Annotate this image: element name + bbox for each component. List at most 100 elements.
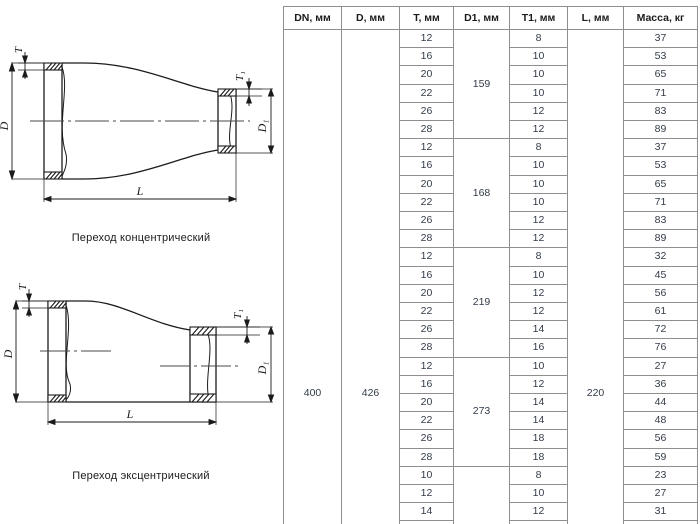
cell-mass: 56 (623, 429, 698, 449)
specification-table-wrapper: DN, мм D, мм T, мм D1, мм T1, мм L, мм М… (283, 6, 698, 524)
concentric-reducer-caption: Переход концентрический (71, 232, 211, 244)
table-row: 12 273 10 27 (284, 356, 698, 467)
table-row: 12 10 27 (284, 484, 698, 504)
dim-label-D: D (0, 121, 11, 131)
table-row: 16 10 53 (284, 47, 698, 67)
cell-t: 16 (399, 156, 454, 176)
table-row: 16 10 53 (284, 156, 698, 176)
cell-mass: 48 (623, 411, 698, 431)
concentric-reducer-drawing: D T T₁ D₁ L (0, 34, 282, 254)
cell-t1: 12 (509, 229, 568, 249)
cell-mass: 37 (623, 138, 698, 158)
cell-t: 26 (399, 101, 454, 122)
cell-t1: 8 (509, 138, 568, 158)
dim-label-D1: D₁ (255, 362, 269, 376)
cell-t1: 12 (509, 283, 568, 304)
table-row: 20 10 65 (284, 174, 698, 194)
dim-label-T: T (17, 283, 29, 290)
table-row: 26 14 72 (284, 320, 698, 340)
eccentric-reducer-svg: D T T₁ D₁ L (1, 283, 275, 426)
cell-t1: 8 (509, 28, 568, 49)
table-row: 26 12 83 (284, 101, 698, 122)
cell-t1: 12 (509, 211, 568, 231)
th-mass: Масса, кг (623, 6, 698, 30)
cell-t: 22 (399, 192, 454, 213)
cell-t: 20 (399, 65, 454, 85)
cell-mass: 31 (623, 502, 698, 522)
cell-t1: 8 (509, 247, 568, 267)
cell-mass: 83 (623, 211, 698, 231)
table-row: 28 18 59 (284, 447, 698, 467)
concentric-reducer-svg: D T T₁ D₁ L (0, 46, 275, 203)
table-row: 28 16 76 (284, 338, 698, 358)
cell-t: 16 (399, 265, 454, 285)
cell-t: 12 (399, 484, 454, 504)
cell-t: 26 (399, 429, 454, 449)
table-row: 20 14 44 (284, 393, 698, 413)
table-row: 22 14 48 (284, 411, 698, 431)
cell-t: 28 (399, 338, 454, 358)
cell-t: 20 (399, 174, 454, 194)
dim-label-D: D (1, 349, 15, 359)
table-row: 28 12 89 (284, 229, 698, 249)
table-row: 400 426 12 159 8 220 37 (283, 28, 698, 524)
cell-dn: 400 (283, 28, 342, 524)
cell-t1: 10 (509, 65, 568, 85)
cell-t1: 18 (509, 447, 568, 467)
cell-mass: 23 (623, 465, 698, 486)
table-row: 20 12 56 (284, 283, 698, 304)
cell-t: 16 (399, 374, 454, 395)
th-t1: T1, мм (509, 6, 568, 30)
cell-t1: 10 (509, 484, 568, 504)
th-d: D, мм (341, 6, 400, 30)
cell-mass: 89 (623, 120, 698, 140)
cell-t1: 12 (509, 374, 568, 395)
cell-t: 22 (399, 83, 454, 103)
cell-t: 22 (399, 302, 454, 322)
cell-t1: 12 (509, 120, 568, 140)
cell-mass: 76 (623, 338, 698, 358)
cell-mass: 61 (623, 302, 698, 322)
dim-label-T1: T₁ (234, 71, 246, 81)
eccentric-reducer-caption: Переход эксцентрический (72, 470, 210, 482)
table-row: 103258 23 (284, 465, 698, 524)
table-body: 400 426 12 159 8 220 37 16 10 53 20 10 65 22 10 71 26 12 8… (283, 28, 698, 524)
th-t: T, мм (399, 6, 454, 30)
cell-mass: 59 (623, 447, 698, 467)
dim-label-T: T (13, 46, 25, 53)
cell-mass: 72 (623, 320, 698, 340)
cell-t1: 10 (509, 174, 568, 194)
cell-d1: 325 (453, 465, 510, 524)
cell-l: 220 (567, 28, 624, 524)
cell-t: 12 (399, 247, 454, 267)
eccentric-reducer-drawing: D T T₁ D₁ L (0, 272, 282, 492)
cell-mass: 36 (623, 374, 698, 395)
cell-t: 12 (399, 356, 454, 376)
cell-t1: 16 (509, 338, 568, 358)
cell-d1: 219 (453, 247, 510, 358)
cell-t1: 18 (509, 429, 568, 449)
dim-label-L: L (126, 407, 134, 421)
cell-d1: 273 (453, 356, 510, 467)
cell-t: 16 (399, 47, 454, 67)
cell-t: 20 (399, 283, 454, 304)
drawings-panel: D T T₁ D₁ L Переход концентрический (0, 0, 282, 524)
th-l: L, мм (567, 6, 624, 30)
table-row: 12 168 8 37 (284, 138, 698, 249)
cell-d: 426 (341, 28, 400, 524)
cell-t1: 14 (509, 393, 568, 413)
cell-t: 14 (399, 502, 454, 522)
cell-mass: 71 (623, 83, 698, 103)
cell-t1: 12 (509, 101, 568, 122)
table-row: 20 10 65 (284, 65, 698, 85)
table-header-row: DN, мм D, мм T, мм D1, мм T1, мм L, мм М… (283, 6, 698, 30)
cell-t: 26 (399, 211, 454, 231)
cell-mass: 32 (623, 247, 698, 267)
table-row: 22 10 71 (284, 192, 698, 213)
table-row: 26 12 83 (284, 211, 698, 231)
cell-t1: 10 (509, 47, 568, 67)
cell-mass: 44 (623, 393, 698, 413)
cell-t1: 10 (509, 83, 568, 103)
dim-label-L: L (136, 184, 144, 198)
cell-mass: 45 (623, 265, 698, 285)
